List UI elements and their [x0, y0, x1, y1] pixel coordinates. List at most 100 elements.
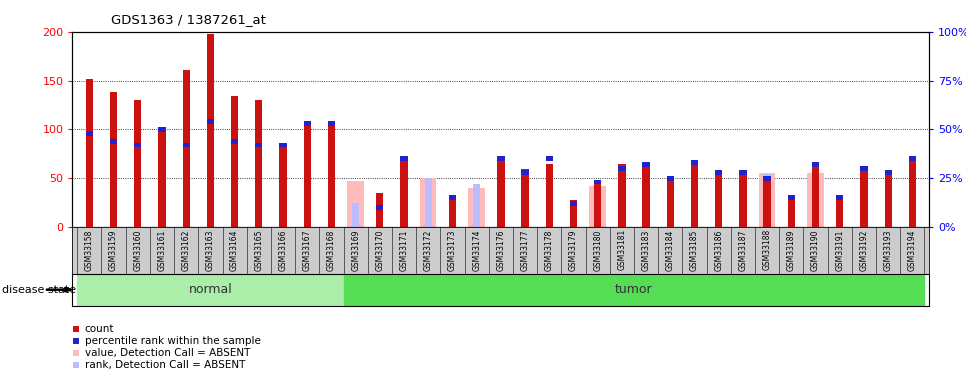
Bar	[158, 129, 165, 227]
Bar	[231, 139, 239, 144]
Bar	[183, 142, 190, 147]
Bar	[909, 156, 916, 161]
Bar	[642, 162, 650, 167]
Text: value, Detection Call = ABSENT: value, Detection Call = ABSENT	[85, 348, 250, 358]
Text: GSM33194: GSM33194	[908, 229, 917, 271]
Text: GSM33179: GSM33179	[569, 229, 578, 271]
Text: normal: normal	[188, 283, 232, 296]
Bar	[134, 142, 141, 147]
Text: GSM33180: GSM33180	[593, 229, 602, 271]
Bar	[667, 178, 674, 227]
Bar	[449, 198, 456, 227]
Bar	[885, 171, 892, 227]
Bar	[497, 156, 504, 161]
Bar	[837, 196, 843, 227]
Bar	[739, 170, 747, 175]
Bar	[303, 122, 311, 227]
Bar	[570, 201, 577, 206]
Bar	[279, 142, 287, 147]
Bar	[327, 121, 335, 126]
Text: GSM33162: GSM33162	[182, 229, 190, 271]
Text: GDS1363 / 1387261_at: GDS1363 / 1387261_at	[111, 13, 266, 26]
Bar	[449, 195, 456, 200]
Bar	[231, 96, 239, 227]
Bar	[546, 156, 553, 161]
Text: GSM33191: GSM33191	[836, 229, 844, 271]
Bar	[353, 204, 359, 227]
Bar	[255, 142, 263, 147]
Text: GSM33183: GSM33183	[641, 229, 650, 271]
Text: GSM33189: GSM33189	[787, 229, 796, 271]
Bar	[469, 188, 485, 227]
Bar	[594, 184, 601, 227]
Text: GSM33169: GSM33169	[352, 229, 360, 271]
Bar	[667, 176, 674, 181]
Bar	[376, 193, 384, 227]
Text: GSM33163: GSM33163	[206, 229, 214, 271]
Text: GSM33192: GSM33192	[860, 229, 868, 271]
Bar	[812, 174, 819, 227]
Text: GSM33187: GSM33187	[738, 229, 748, 271]
Text: GSM33178: GSM33178	[545, 229, 554, 271]
Bar	[763, 178, 771, 227]
Text: GSM33167: GSM33167	[302, 229, 312, 271]
Text: GSM33193: GSM33193	[884, 229, 893, 271]
Bar	[618, 164, 626, 227]
Bar	[763, 176, 771, 181]
Bar	[594, 182, 601, 227]
Bar	[86, 79, 93, 227]
Text: GSM33177: GSM33177	[521, 229, 529, 271]
Text: rank, Detection Call = ABSENT: rank, Detection Call = ABSENT	[85, 360, 245, 370]
Bar	[837, 195, 843, 200]
Bar	[861, 168, 867, 227]
Text: GSM33173: GSM33173	[448, 229, 457, 271]
Bar	[787, 195, 795, 200]
Bar	[255, 100, 263, 227]
Text: disease state: disease state	[2, 285, 76, 295]
Bar	[811, 164, 819, 227]
Bar	[348, 181, 364, 227]
Text: GSM33166: GSM33166	[278, 229, 288, 271]
Bar	[207, 34, 214, 227]
Bar	[861, 166, 867, 171]
Text: GSM33188: GSM33188	[762, 229, 772, 270]
Text: GSM33161: GSM33161	[157, 229, 166, 271]
Bar	[327, 123, 335, 227]
Bar	[764, 174, 771, 227]
Bar	[691, 164, 698, 227]
Text: GSM33158: GSM33158	[85, 229, 94, 271]
Bar	[207, 119, 214, 124]
Bar	[303, 121, 311, 126]
Text: GSM33181: GSM33181	[617, 229, 626, 270]
Bar	[473, 184, 480, 227]
Text: GSM33165: GSM33165	[254, 229, 264, 271]
Bar	[420, 178, 437, 227]
Bar	[691, 160, 698, 165]
Bar	[885, 170, 892, 175]
Text: GSM33160: GSM33160	[133, 229, 142, 271]
Bar	[618, 166, 626, 171]
Bar	[158, 127, 165, 132]
Bar	[86, 131, 93, 136]
Text: GSM33190: GSM33190	[811, 229, 820, 271]
Bar	[715, 170, 723, 175]
Text: GSM33168: GSM33168	[327, 229, 336, 271]
Bar	[376, 205, 384, 210]
Bar	[522, 170, 528, 227]
Bar	[570, 200, 577, 227]
Bar	[110, 139, 117, 144]
Bar	[594, 180, 601, 184]
Bar	[110, 92, 117, 227]
Bar	[715, 173, 723, 227]
Text: GSM33176: GSM33176	[497, 229, 505, 271]
Bar	[787, 198, 795, 227]
Bar	[811, 162, 819, 167]
Text: GSM33185: GSM33185	[690, 229, 699, 271]
Bar	[522, 170, 528, 175]
Bar	[401, 160, 408, 227]
Text: GSM33159: GSM33159	[109, 229, 118, 271]
Bar	[589, 186, 606, 227]
Bar	[909, 159, 916, 227]
Bar	[759, 173, 776, 227]
Text: GSM33172: GSM33172	[424, 229, 433, 271]
